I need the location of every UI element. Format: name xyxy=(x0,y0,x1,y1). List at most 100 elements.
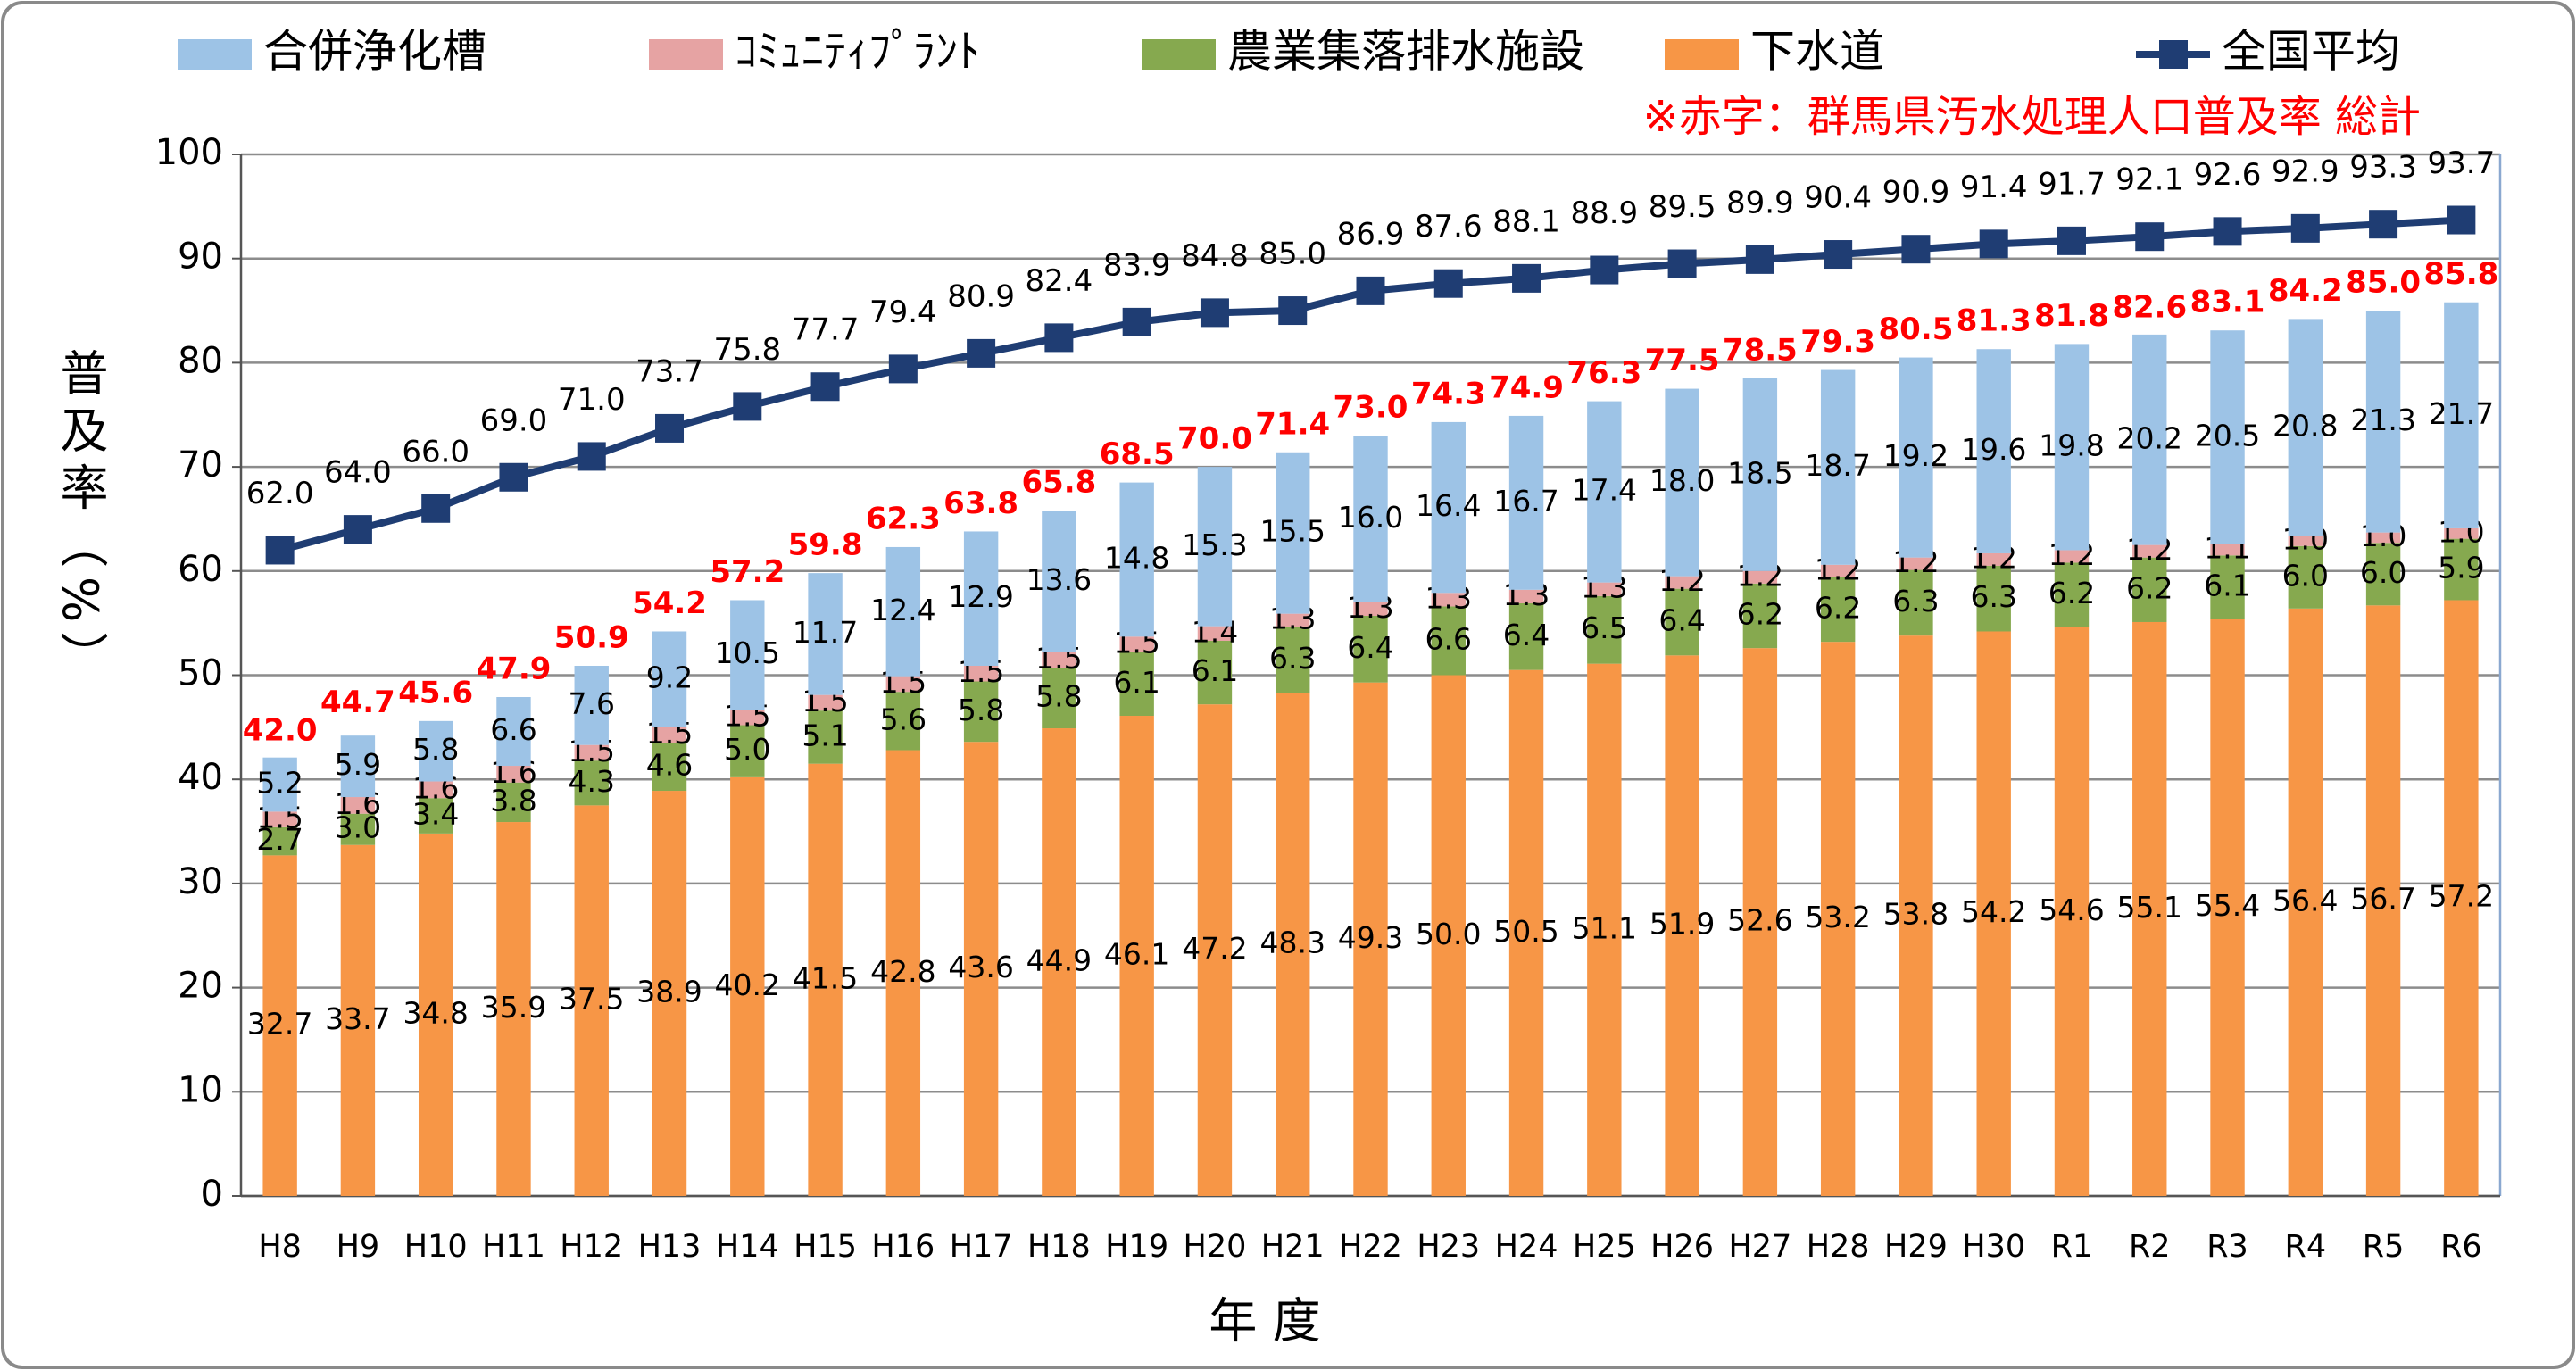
data-label: 21.7 xyxy=(2429,396,2494,431)
legend-swatch xyxy=(1142,39,1216,70)
data-label: 6.2 xyxy=(2048,576,2095,610)
total-label: 74.3 xyxy=(1411,376,1486,411)
x-tick-label: H12 xyxy=(560,1229,623,1265)
bar-segment xyxy=(262,811,297,827)
data-label: 18.0 xyxy=(1649,463,1715,498)
line-marker xyxy=(1745,245,1774,274)
bar-segment xyxy=(418,720,453,782)
line-label: 77.7 xyxy=(792,312,860,348)
line-marker xyxy=(888,354,918,384)
bar-segment xyxy=(1587,401,1622,583)
bar-segment xyxy=(2444,527,2479,539)
legend-label: ｺﾐｭﾆﾃｨﾌﾟﾗﾝﾄ xyxy=(735,26,980,78)
bar-segment xyxy=(2054,550,2090,563)
data-label: 12.9 xyxy=(948,579,1013,614)
x-tick-label: H28 xyxy=(1807,1229,1870,1265)
line-marker xyxy=(1667,249,1697,278)
bar-segment xyxy=(885,692,921,751)
line-marker xyxy=(1979,229,2008,259)
data-label: 6.5 xyxy=(1581,610,1627,645)
data-label: 5.9 xyxy=(335,747,381,782)
bar-segment xyxy=(340,797,376,814)
data-label: 17.4 xyxy=(1572,473,1637,508)
x-tick-label: H29 xyxy=(1884,1229,1948,1265)
bar-segment xyxy=(1508,602,1544,670)
total-label: 42.0 xyxy=(243,712,318,748)
line-label: 79.4 xyxy=(869,295,937,330)
bar-segment xyxy=(2288,608,2323,1196)
x-tick-label: H21 xyxy=(1261,1229,1325,1265)
annotation: ※赤字：群馬県汚水処理人口普及率 総計 xyxy=(1643,92,2421,142)
bar-segment xyxy=(2210,619,2245,1196)
bar-segment xyxy=(1976,631,2011,1196)
x-tick-label: H9 xyxy=(337,1229,380,1265)
bar-segment xyxy=(574,805,609,1196)
bar-segment xyxy=(2210,544,2245,556)
x-tick-label: H15 xyxy=(794,1229,857,1265)
line-marker xyxy=(577,442,606,471)
y-tick-label: 70 xyxy=(178,444,223,486)
data-label: 6.4 xyxy=(1658,602,1705,637)
bar-segment xyxy=(730,600,765,710)
total-label: 63.8 xyxy=(943,486,1018,521)
data-label: 5.2 xyxy=(256,766,303,801)
line-marker xyxy=(1901,235,1931,264)
data-label: 4.3 xyxy=(568,764,614,799)
x-tick-label: R5 xyxy=(2363,1229,2405,1265)
y-tick-label: 40 xyxy=(178,757,223,798)
line-marker xyxy=(343,515,372,544)
bar-segment xyxy=(808,694,843,711)
bar-segment xyxy=(1899,357,1933,558)
bar-segment xyxy=(652,743,687,792)
bar-segment xyxy=(1976,552,2011,566)
bar-segment xyxy=(1353,602,1388,616)
line-marker xyxy=(421,494,451,523)
total-label: 74.9 xyxy=(1489,369,1564,405)
bar-segment xyxy=(574,665,609,745)
y-tick-label: 90 xyxy=(178,237,223,278)
bar-segment xyxy=(652,727,687,743)
y-axis-title: 普及率（%） xyxy=(52,348,108,689)
data-label: 6.1 xyxy=(1113,665,1159,700)
bar-segment xyxy=(2365,605,2401,1196)
bar-segment xyxy=(2365,543,2401,606)
data-label: 10.5 xyxy=(715,635,780,670)
data-label: 5.6 xyxy=(880,702,927,736)
bar-segment xyxy=(1042,511,1076,652)
line-marker xyxy=(1278,296,1308,326)
total-label: 81.3 xyxy=(1957,303,2032,339)
line-label: 66.0 xyxy=(402,434,469,469)
line-marker xyxy=(967,338,996,368)
data-label: 18.5 xyxy=(1727,455,1792,490)
data-label: 6.2 xyxy=(2126,570,2173,605)
data-label: 50.5 xyxy=(1493,914,1558,949)
bar-segment xyxy=(1042,668,1076,729)
data-label: 37.5 xyxy=(559,982,624,1017)
total-label: 54.2 xyxy=(632,585,707,621)
x-tick-label: H14 xyxy=(716,1229,779,1265)
bar-segment xyxy=(2288,536,2323,546)
bar-segment xyxy=(1976,349,2011,553)
data-label: 56.7 xyxy=(2350,882,2415,917)
data-label: 6.3 xyxy=(1269,641,1316,676)
data-label: 5.0 xyxy=(724,732,770,767)
legend-marker xyxy=(2159,40,2188,69)
data-label: 54.6 xyxy=(2039,893,2104,927)
total-label: 76.3 xyxy=(1566,355,1641,391)
bar-segment xyxy=(885,750,921,1196)
bar-segment xyxy=(1042,652,1076,668)
legend-swatch xyxy=(649,39,723,70)
data-label: 9.2 xyxy=(646,660,693,695)
line-label: 75.8 xyxy=(713,332,781,368)
x-tick-label: H13 xyxy=(638,1229,702,1265)
x-tick-label: R3 xyxy=(2206,1229,2248,1265)
line-label: 92.9 xyxy=(2272,154,2339,189)
legend-label: 合併浄化槽 xyxy=(263,26,486,78)
x-tick-label: H8 xyxy=(258,1229,302,1265)
data-label: 6.4 xyxy=(1503,618,1550,652)
bar-segment xyxy=(1742,378,1778,571)
bar-segment xyxy=(1742,648,1778,1196)
data-label: 6.6 xyxy=(1425,621,1472,656)
line-marker xyxy=(1512,263,1541,293)
bar-segment xyxy=(652,791,687,1196)
